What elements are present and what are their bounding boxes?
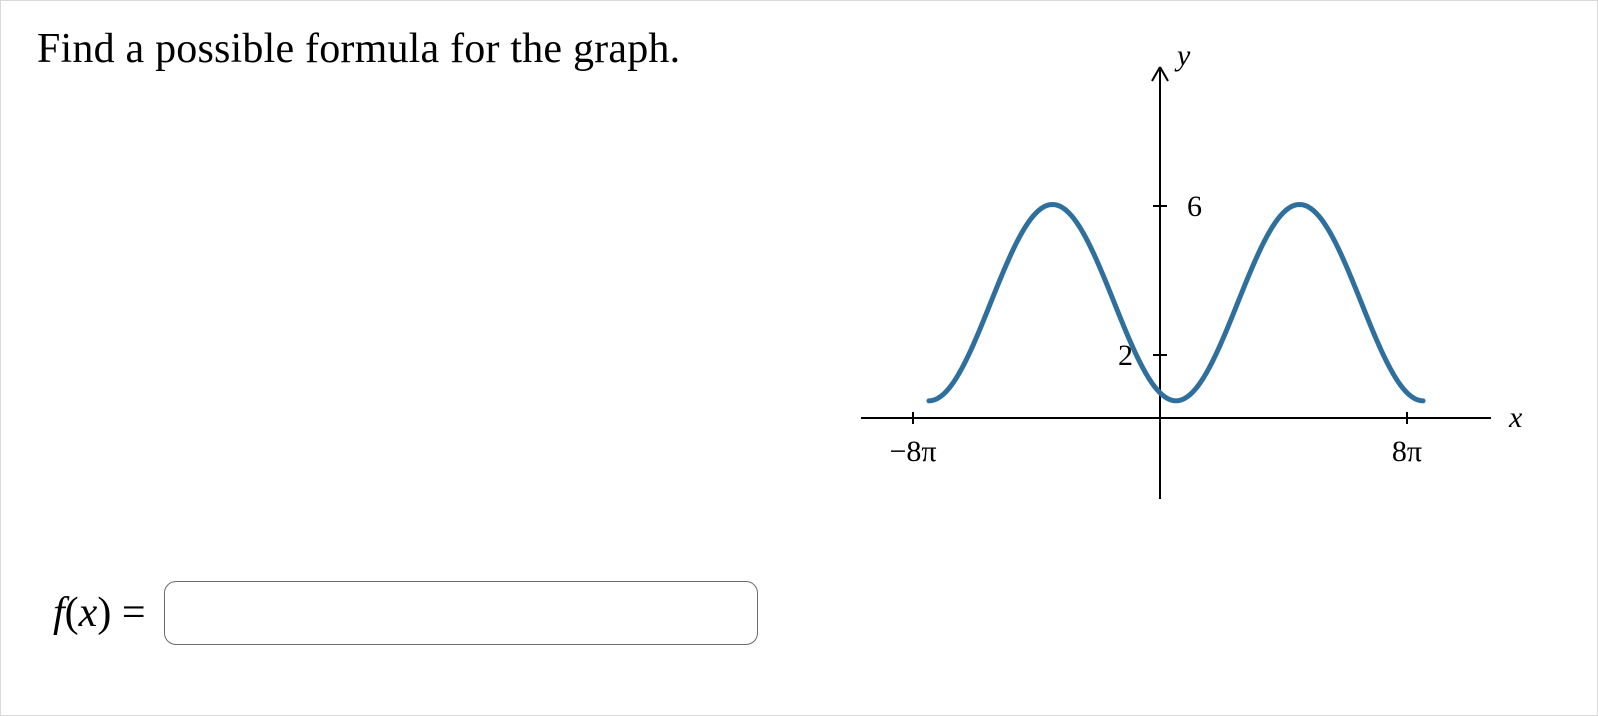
prompt-text: Find a possible formula for the graph.: [37, 25, 680, 73]
fx-f: f: [53, 590, 65, 636]
x-tick-label-minus8pi: −8π: [889, 435, 936, 468]
fx-label: f(x) =: [53, 589, 146, 637]
fx-eq: =: [111, 590, 145, 636]
x-axis-label: x: [1508, 401, 1523, 434]
y-axis-arrow-left: [1152, 67, 1160, 81]
y-axis-label: y: [1174, 39, 1191, 72]
x-tick-label-8pi: 8π: [1392, 435, 1422, 468]
problem-card: Find a possible formula for the graph. −…: [0, 0, 1598, 716]
y-tick-label-6: 6: [1187, 190, 1202, 223]
fx-x: x: [79, 590, 98, 636]
fx-paren-open: (: [65, 590, 79, 636]
fx-paren-close: ): [97, 590, 111, 636]
formula-input[interactable]: [164, 581, 758, 645]
function-curve: [929, 204, 1423, 400]
y-axis-arrow-right: [1160, 67, 1168, 81]
graph-figure: −8π 8π 2 6 y x: [831, 31, 1531, 531]
answer-row: f(x) =: [53, 581, 758, 645]
